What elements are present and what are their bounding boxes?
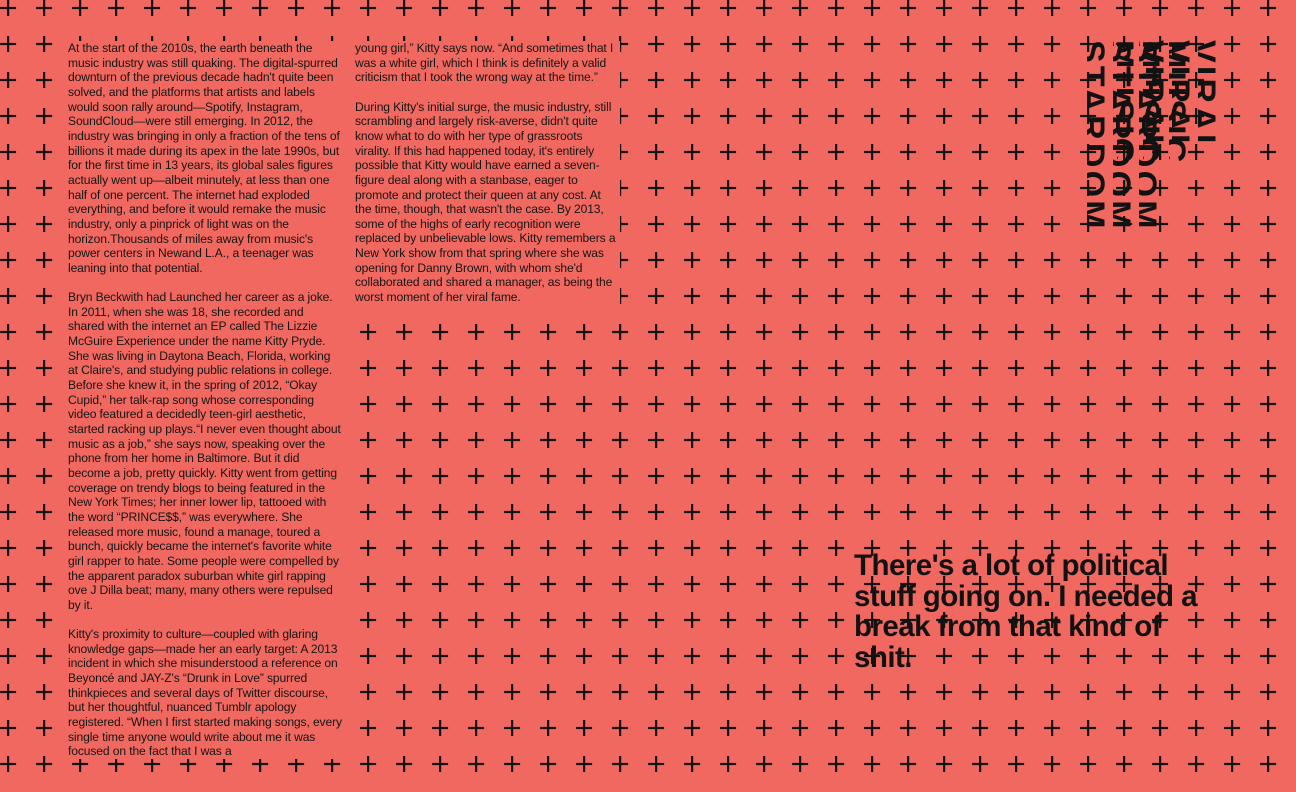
article-column-left: At the start of the 2010s, the earth ben… [68,41,342,760]
running-head-word-viral: VIRAL [1146,40,1167,158]
running-head-word-stardom: STARDOM [1086,40,1108,232]
running-head-layer-3: VIRAL MUSIC STARDOM [1087,40,1167,426]
paragraph: young girl,” Kitty says now. “And someti… [355,41,614,85]
paragraph: Bryn Beckwith had Launched her career as… [68,290,341,612]
running-head-word-viral: VIRAL [1198,40,1219,158]
paragraph: At the start of the 2010s, the earth ben… [68,41,340,275]
running-head-vertical: VIRAL MUSIC STARDOM VIRAL MUSIC STARDOM … [1087,40,1219,426]
article-column-right: young girl,” Kitty says now. “And someti… [355,41,620,305]
paragraph: During Kitty's initial surge, the music … [355,99,616,305]
running-head-word-music: MUSIC [1116,40,1138,166]
paragraph: Kitty's proximity to culture—coupled wit… [68,627,342,759]
pull-quote: There's a lot of political stuff going o… [854,549,1198,674]
running-head-word-viral: VIRAL [1172,40,1193,158]
